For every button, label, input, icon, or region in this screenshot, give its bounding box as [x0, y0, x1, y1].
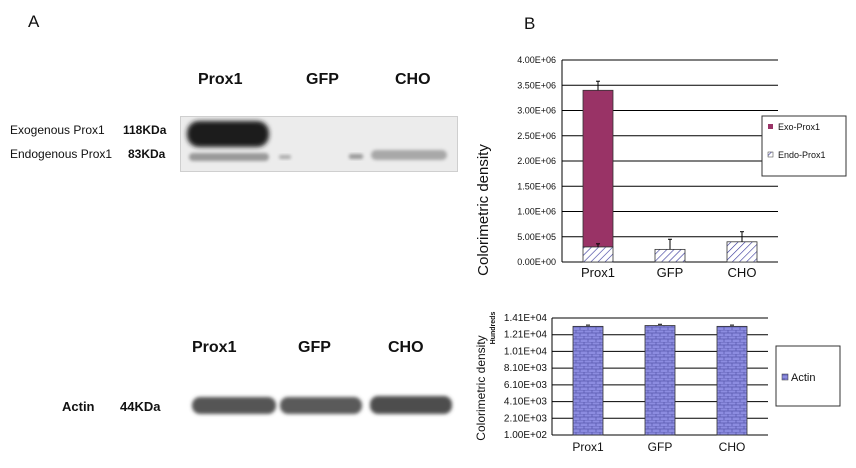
chart1-ytick-label: 4.00E+06: [517, 55, 556, 65]
chart1-ytick-label: 3.00E+06: [517, 106, 556, 116]
chart2-ylabel: Colorimetric density: [474, 335, 488, 440]
actin-density-chart: Colorimetric density Hundreds 1.00E+02 2.…: [474, 312, 841, 454]
actin-kda: 44KDa: [120, 399, 161, 414]
chart2-ytick-label: 8.10E+03: [504, 363, 548, 374]
bar-endo-cho: [726, 241, 758, 263]
bar-actin-gfp: [644, 325, 676, 436]
endo-prox1-band-cho: [371, 150, 447, 160]
chart1-ytick-label: 5.00E+05: [517, 232, 556, 242]
actin-band-gfp: [280, 397, 362, 414]
chart1-ytick-label: 1.50E+06: [517, 181, 556, 191]
chart2-ytick-label: 2.10E+03: [504, 413, 548, 424]
endo-prox1-band-gfp: [279, 155, 291, 159]
legend-swatch-exo: [768, 124, 773, 129]
lane-label-cho: CHO: [395, 71, 431, 88]
chart1-xtick-label: GFP: [657, 265, 684, 280]
chart1-xtick-label: Prox1: [581, 265, 615, 280]
legend-swatch-actin: [781, 373, 789, 381]
legend-label-exo: Exo-Prox1: [778, 122, 820, 132]
chart2-ytick-label: 4.10E+03: [504, 397, 548, 408]
chart1-ylabel: Colorimetric density: [475, 144, 492, 276]
chart2-xtick-label: GFP: [648, 440, 673, 454]
lane-label-prox1-actin: Prox1: [192, 339, 237, 356]
prox1-density-chart: Colorimetric density 0.00E+00 5.00E+05 1.0…: [475, 55, 847, 280]
chart1-legend-box: [761, 115, 847, 177]
top-blot-image: [180, 116, 458, 172]
lane-label-cho-actin: CHO: [388, 339, 424, 356]
actin-label: Actin: [62, 399, 95, 414]
chart2-ylabel-unit: Hundreds: [490, 312, 497, 345]
chart1-ytick-label: 2.50E+06: [517, 131, 556, 141]
chart2-xtick-label: CHO: [719, 440, 746, 454]
chart2-legend: Actin: [775, 345, 841, 407]
endo-prox1-band-smear: [349, 154, 363, 159]
lane-label-gfp-actin: GFP: [298, 339, 331, 356]
bar-exo-prox1: [582, 89, 614, 248]
chart2-ytick-label: 1.41E+04: [504, 313, 548, 324]
legend-label-endo: Endo-Prox1: [778, 150, 826, 160]
panel-label-b: B: [524, 14, 536, 33]
chart2-ytick-label: 1.01E+04: [504, 346, 548, 357]
exo-prox1-band: [187, 121, 269, 147]
endogenous-label: Endogenous Prox1: [10, 147, 113, 161]
chart1-xtick-label: CHO: [728, 265, 757, 280]
lane-label-prox1: Prox1: [198, 71, 243, 88]
chart1-legend: Exo-Prox1 Endo-Prox1: [761, 115, 847, 177]
bar-endo-gfp: [654, 248, 686, 263]
chart1-ytick-label: 2.00E+06: [517, 156, 556, 166]
actin-band-prox1: [192, 397, 276, 414]
chart2-ytick-label: 1.00E+02: [504, 430, 548, 441]
panel-label-a: A: [28, 12, 40, 31]
chart1-ytick-label: 3.50E+06: [517, 80, 556, 90]
bar-endo-prox1: [582, 246, 614, 263]
actin-band-cho: [370, 396, 452, 414]
chart2-ytick-label: 6.10E+03: [504, 380, 548, 391]
chart1-ytick-label: 0.00E+00: [517, 257, 556, 267]
bar-actin-cho: [716, 325, 748, 436]
legend-swatch-endo: [767, 151, 774, 158]
bar-actin-prox1: [572, 325, 604, 436]
chart1-ytick-label: 1.00E+06: [517, 207, 556, 217]
endogenous-kda: 83KDa: [128, 147, 166, 161]
exogenous-kda: 118KDa: [123, 123, 167, 137]
chart2-xtick-label: Prox1: [572, 440, 604, 454]
exogenous-label: Exogenous Prox1: [10, 123, 105, 137]
legend-label-actin: Actin: [791, 372, 815, 384]
lane-label-gfp: GFP: [306, 71, 339, 88]
chart2-ytick-label: 1.21E+04: [504, 330, 548, 341]
actin-blot-image: [180, 388, 456, 422]
endo-prox1-band-prox1: [189, 153, 269, 161]
